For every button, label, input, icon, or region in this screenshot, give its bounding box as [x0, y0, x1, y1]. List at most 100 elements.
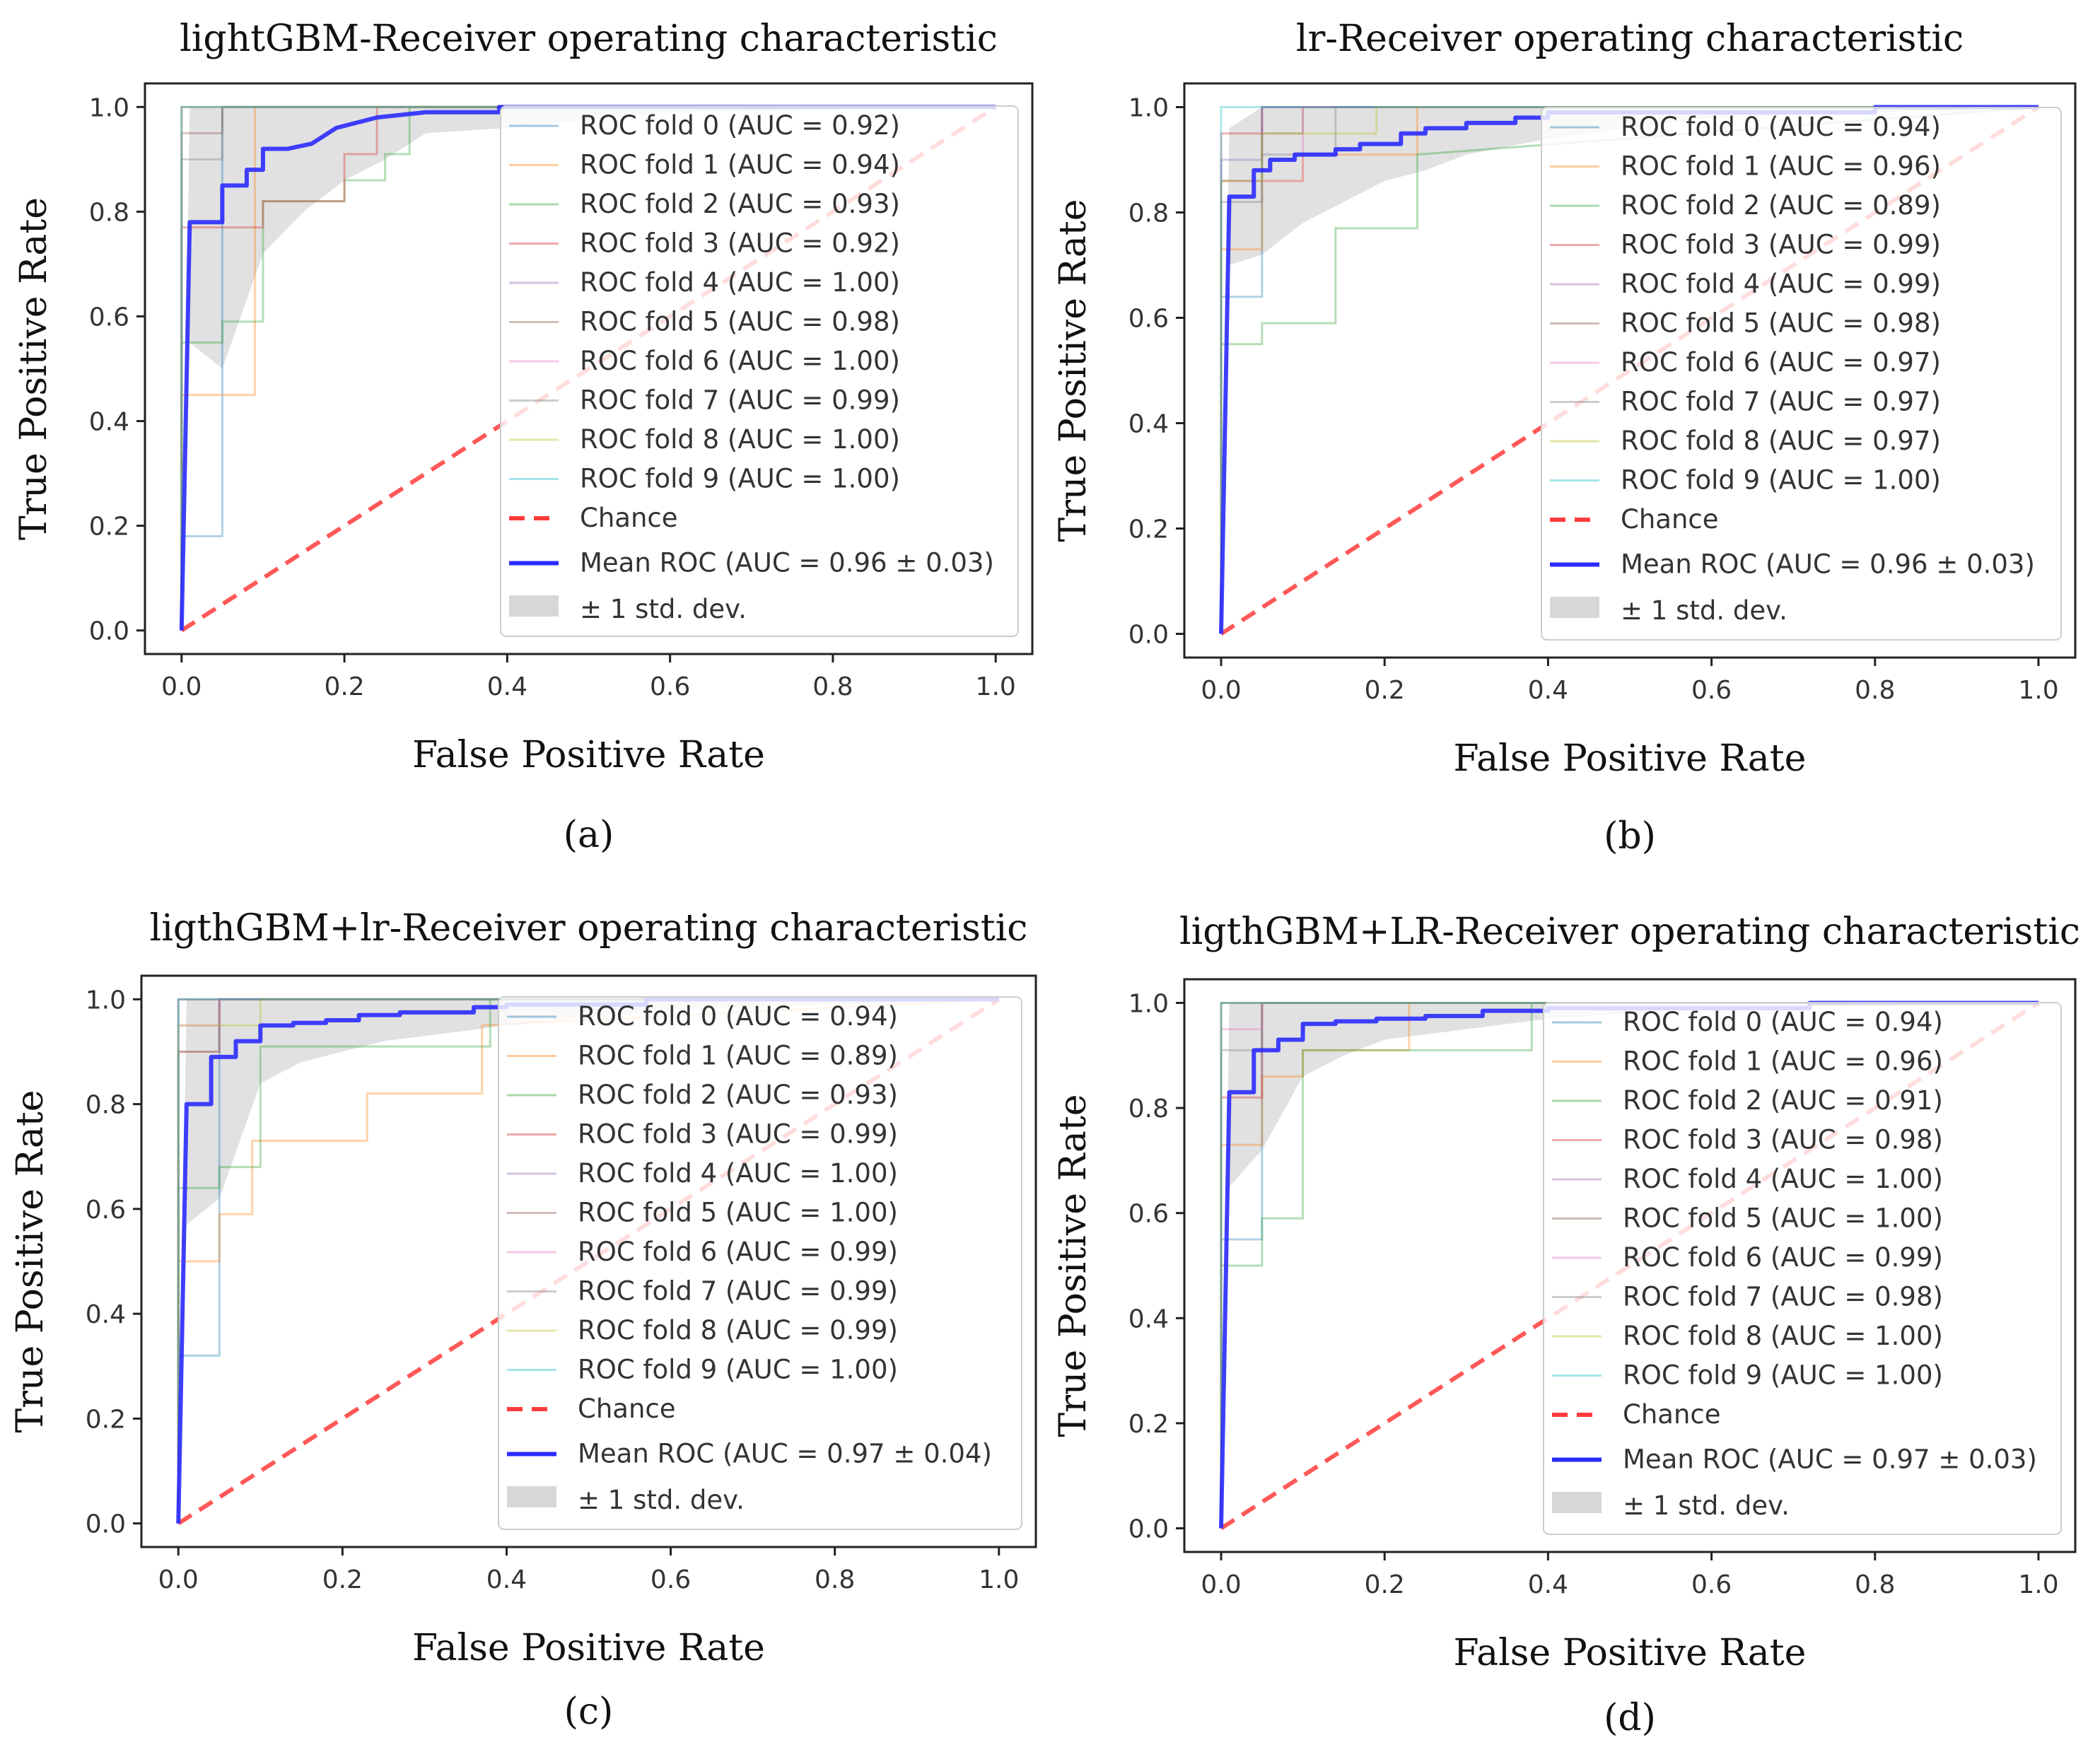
x-tick-label: 0.4: [486, 1565, 527, 1594]
legend-fold-3-label: ROC fold 3 (AUC = 0.99): [578, 1119, 898, 1150]
roc-fold-2-line: [180, 105, 996, 631]
legend-std-label: ± 1 std. dev.: [1623, 1490, 1790, 1521]
chart-title: ligthGBM+LR-Receiver operating character…: [1179, 911, 2080, 953]
x-axis-label: False Positive Rate: [412, 734, 765, 776]
x-axis-label: False Positive Rate: [1454, 737, 1807, 780]
chance-line: [177, 997, 1001, 1526]
y-tick-label: 0.8: [1128, 199, 1169, 228]
mean-roc-line: [179, 105, 996, 631]
y-tick-label: 0.2: [1128, 515, 1169, 544]
y-tick-label: 1.0: [1128, 94, 1169, 123]
legend-std-handle: [509, 595, 559, 617]
std-band: [1221, 1003, 2038, 1529]
legend: ROC fold 0 (AUC = 0.94) ROC fold 1 (AUC =…: [1543, 1002, 2062, 1535]
roc-fold-3-line: [1220, 1001, 2038, 1529]
legend: ROC fold 0 (AUC = 0.94) ROC fold 1 (AUC =…: [498, 996, 1022, 1530]
chance-line: [1220, 1000, 2040, 1531]
legend-fold-7-label: ROC fold 7 (AUC = 0.99): [578, 1276, 898, 1307]
legend-fold-6-label: ROC fold 6 (AUC = 0.99): [1623, 1242, 1943, 1273]
legend-fold-2-label: ROC fold 2 (AUC = 0.93): [578, 1080, 898, 1110]
x-tick-label: 0.6: [651, 1565, 691, 1594]
x-axis-label: False Positive Rate: [1454, 1632, 1807, 1674]
roc-fold-3-line: [180, 105, 996, 631]
legend-fold-2-label: ROC fold 2 (AUC = 0.89): [1621, 190, 1941, 221]
legend-fold-5-label: ROC fold 5 (AUC = 1.00): [1623, 1203, 1943, 1234]
legend-fold-7-label: ROC fold 7 (AUC = 0.97): [1621, 387, 1941, 417]
roc-fold-0-line: [1220, 106, 2038, 634]
y-axis-label: True Positive Rate: [1052, 1094, 1095, 1437]
x-tick-label: 0.8: [1855, 1570, 1895, 1599]
legend-std-handle: [1550, 597, 1599, 618]
y-tick-label: 1.0: [1128, 989, 1169, 1018]
y-tick-label: 1.0: [86, 986, 126, 1015]
legend-fold-9-label: ROC fold 9 (AUC = 1.00): [580, 464, 900, 494]
panel-caption: (a): [564, 814, 614, 856]
x-tick-label: 0.8: [812, 672, 853, 701]
y-tick-label: 0.2: [1128, 1410, 1169, 1439]
roc-fold-6-line: [177, 998, 999, 1524]
legend-fold-3-label: ROC fold 3 (AUC = 0.92): [580, 228, 900, 259]
y-tick-label: 0.8: [89, 198, 129, 227]
legend-fold-1-label: ROC fold 1 (AUC = 0.89): [578, 1041, 898, 1071]
roc-fold-0-line: [177, 998, 999, 1524]
x-tick-label: 0.6: [650, 672, 690, 701]
chart-title: lightGBM-Receiver operating characterist…: [180, 18, 998, 60]
x-tick-label: 0.0: [1201, 676, 1241, 705]
roc-fold-5-line: [1220, 106, 2038, 634]
x-tick-label: 0.0: [158, 1565, 199, 1594]
x-tick-label: 0.8: [815, 1565, 855, 1594]
legend-fold-6-label: ROC fold 6 (AUC = 1.00): [580, 346, 900, 376]
x-tick-label: 0.2: [1365, 1570, 1405, 1599]
x-tick-label: 0.0: [161, 672, 202, 701]
legend-fold-7-label: ROC fold 7 (AUC = 0.98): [1623, 1282, 1943, 1312]
y-tick-label: 0.2: [86, 1405, 126, 1434]
legend-fold-4-label: ROC fold 4 (AUC = 1.00): [1623, 1164, 1943, 1194]
x-tick-label: 1.0: [979, 1565, 1019, 1594]
legend-fold-8-label: ROC fold 8 (AUC = 1.00): [580, 424, 900, 455]
legend-fold-0-label: ROC fold 0 (AUC = 0.92): [580, 110, 900, 141]
legend-fold-9-label: ROC fold 9 (AUC = 1.00): [1621, 465, 1941, 496]
axes-frame: [1183, 978, 2077, 1553]
roc-fold-2-line: [177, 998, 999, 1524]
chance-line: [1220, 105, 2040, 636]
y-tick-label: 1.0: [89, 93, 129, 122]
plot-area: [176, 997, 1001, 1526]
legend-fold-2-label: ROC fold 2 (AUC = 0.93): [580, 189, 900, 219]
std-band: [178, 999, 999, 1524]
panel-a: lightGBM-Receiver operating characterist…: [13, 18, 1034, 856]
roc-fold-1-line: [177, 998, 999, 1524]
legend-fold-1-label: ROC fold 1 (AUC = 0.96): [1621, 151, 1941, 182]
legend-fold-4-label: ROC fold 4 (AUC = 0.99): [1621, 269, 1941, 299]
y-tick-label: 0.4: [1128, 409, 1169, 438]
legend-std-handle: [1552, 1492, 1602, 1513]
std-band: [1221, 107, 2038, 634]
legend-box: [498, 996, 1022, 1530]
chart-title: lr-Receiver operating characteristic: [1296, 18, 1964, 60]
y-tick-label: 0.8: [86, 1091, 126, 1120]
y-tick-label: 0.6: [1128, 305, 1169, 334]
x-tick-label: 0.2: [322, 1565, 363, 1594]
legend-fold-4-label: ROC fold 4 (AUC = 1.00): [578, 1158, 898, 1189]
roc-fold-3-line: [1220, 106, 2038, 634]
panel-caption: (c): [564, 1691, 614, 1733]
legend-fold-3-label: ROC fold 3 (AUC = 0.98): [1623, 1125, 1943, 1155]
y-tick-label: 0.6: [86, 1196, 126, 1225]
panel-caption: (b): [1604, 815, 1656, 858]
y-axis-label: True Positive Rate: [13, 197, 55, 540]
legend-fold-8-label: ROC fold 8 (AUC = 1.00): [1623, 1321, 1943, 1351]
legend-fold-6-label: ROC fold 6 (AUC = 0.99): [578, 1237, 898, 1267]
y-tick-label: 0.4: [86, 1300, 126, 1329]
panel-caption: (d): [1604, 1697, 1656, 1739]
legend-fold-8-label: ROC fold 8 (AUC = 0.97): [1621, 426, 1941, 456]
roc-fold-5-line: [180, 105, 996, 631]
legend-std-label: ± 1 std. dev.: [1621, 595, 1787, 626]
legend-fold-5-label: ROC fold 5 (AUC = 0.98): [1621, 308, 1941, 339]
legend-fold-8-label: ROC fold 8 (AUC = 0.99): [578, 1315, 898, 1346]
panel-c: ligthGBM+lr-Receiver operating character…: [9, 907, 1037, 1733]
y-axis-label: True Positive Rate: [9, 1090, 52, 1432]
y-tick-label: 0.2: [89, 513, 129, 542]
y-tick-label: 0.4: [89, 408, 129, 437]
legend-box: [1543, 1002, 2062, 1535]
legend-mean-label: Mean ROC (AUC = 0.96 ± 0.03): [580, 548, 994, 578]
